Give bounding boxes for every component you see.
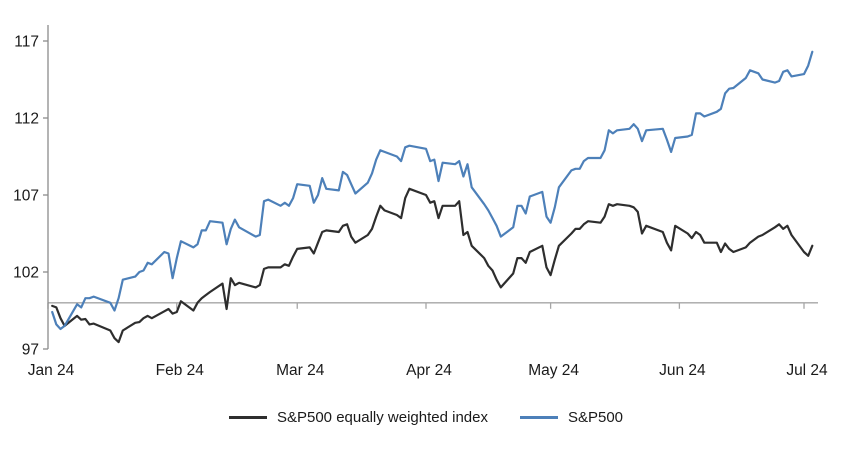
chart-svg: Jan 24 Feb 24 Mar 24 Apr 24 May 24 Jun 24 Jul … <box>13 25 828 379</box>
series-line-0 <box>51 187 814 344</box>
y-tick-label: 112 <box>14 111 39 128</box>
chart-legend: S&P500 equally weighted index S&P500 <box>0 409 852 426</box>
x-tick-label: Mar 24 <box>276 362 325 379</box>
x-tick-label: Apr 24 <box>406 362 452 379</box>
x-tick-label: Feb 24 <box>156 362 205 379</box>
x-tick-label: Jul 24 <box>786 362 828 379</box>
legend-label-equal-weight: S&P500 equally weighted index <box>276 409 488 426</box>
y-tick-label: 97 <box>22 342 39 359</box>
y-tick-label: 102 <box>13 265 39 282</box>
sp500-line-swatch <box>519 416 558 419</box>
legend-item-equal-weight: S&P500 equally weighted index <box>228 409 488 426</box>
legend-label-sp500: S&P500 <box>567 409 624 426</box>
y-tick-label: 107 <box>13 188 39 205</box>
x-tick-label: Jan 24 <box>28 362 75 379</box>
series-line-1 <box>51 50 814 331</box>
x-tick-label: May 24 <box>528 362 579 379</box>
x-tick-label: Jun 24 <box>659 362 706 379</box>
legend-item-sp500: S&P500 <box>519 409 624 426</box>
equal-weight-line-swatch <box>228 416 267 419</box>
y-tick-label: 117 <box>14 34 39 51</box>
